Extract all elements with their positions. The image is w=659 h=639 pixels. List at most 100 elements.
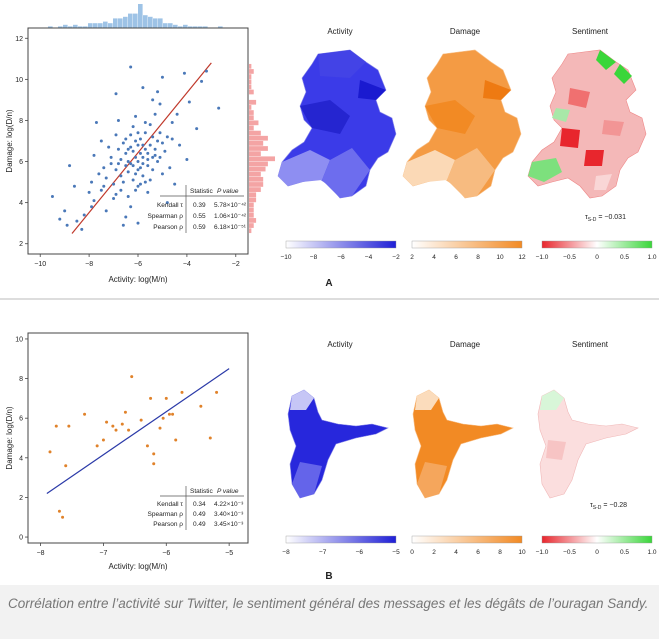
colorbar-tick-label: 6 [476,549,480,556]
scatter-point [126,147,130,151]
y-tick-label: 6 [19,159,23,166]
scatter-point [104,176,108,180]
stats-a-row1-name: Kendall τ [157,202,183,209]
scatter-point [68,164,72,168]
scatter-point [174,438,178,442]
scatter-point [156,160,160,164]
scatter-point [158,102,162,106]
stats-a-row3-name: Pearson ρ [153,224,183,231]
scatter-point [126,194,130,198]
histogram-bar [188,26,193,28]
scatter-point [158,155,162,159]
scatter-point [143,180,147,184]
histogram-bar [249,202,254,208]
scatter-point [134,188,138,192]
colorbar-tick-label: 8 [476,254,480,261]
scatter-point [102,166,106,170]
y-tick-label: 2 [19,495,23,502]
scatter-point [83,412,87,416]
scatter-point [136,160,140,164]
scatter-point [148,178,152,182]
histogram-bar [249,156,275,162]
scatter-point [163,149,167,153]
stats-a-row1-value: 0.39 [193,202,206,209]
histogram-bar [249,228,252,234]
scatter-point [180,390,184,394]
scatter-point [139,418,143,422]
colorbar-tick-label: −5 [392,549,400,556]
panel-b-stats-table: Statistic P value Kendall τ 0.34 4.22×10… [148,486,244,530]
scatter-point [134,114,138,118]
colorbar-tick-label: −2 [392,254,400,261]
scatter-point [127,428,131,432]
scatter-point [107,145,111,149]
histogram-bar [173,24,178,28]
scatter-point [121,141,125,145]
histogram-bar [249,110,254,115]
y-tick-label: 6 [19,416,23,423]
histogram-bar [153,18,158,28]
panel-a-plot-frame [27,27,249,255]
scatter-point [124,151,128,155]
histogram-bar [249,207,254,213]
scatter-point [90,205,94,209]
colorbar-tick-label: −0.5 [563,549,576,556]
histogram-bar [249,151,261,157]
histogram-bar [133,13,138,28]
scatter-point [80,227,84,231]
panel-a-ticks: −10 −8 −6 −4 −2 2 4 6 8 10 12 [15,36,240,268]
map-a-title-damage: Damage [450,27,481,36]
map-a-title-activity: Activity [327,27,352,36]
colorbar-tick-label: −6 [356,549,364,556]
scatter-point [165,201,169,205]
colorbar-tick-label: 2 [410,254,414,261]
histogram-bar [158,18,163,28]
x-tick-label: −10 [34,261,46,268]
scatter-point [160,141,164,145]
scatter-point [165,135,169,139]
scatter-point [134,139,138,143]
scatter-point [120,422,124,426]
scatter-point [138,166,142,170]
histogram-bar [249,171,261,177]
colorbar-tick-label: −1.0 [536,549,549,556]
panel-label-a: A [325,278,332,289]
scatter-point [141,155,145,159]
histogram-bar [249,176,264,182]
scatter-point [134,155,138,159]
panel-b-ylabel: Damage: log(D/n) [5,406,14,469]
colorbar-tick-label: 1.0 [647,549,656,556]
scatter-point [116,147,120,151]
scatter-point [146,151,150,155]
scatter-point [114,428,118,432]
scatter-point [146,164,150,168]
stats-b-row3-name: Pearson ρ [153,521,183,528]
histogram-bar [168,23,173,28]
colorbar-tick-label: −10 [280,254,291,261]
colorbar-tick-label: −7 [319,549,327,556]
colorbar-tick-label: 4 [432,254,436,261]
colorbar-tick-label: −8 [282,549,290,556]
histogram-bar [123,16,128,28]
stats-a-row1-pvalue: 5.78×10⁻⁴² [214,202,247,209]
histogram-bar [249,130,261,136]
histogram-bar [249,141,264,146]
histogram-bar [58,26,63,28]
colorbar-tick-label: 0.5 [620,254,629,261]
histogram-bar [249,63,252,69]
histogram-bar [249,69,254,74]
scatter-point [131,125,135,129]
scatter-point [138,151,142,155]
scatter-point [148,123,152,127]
x-tick-label: −2 [232,261,240,268]
scatter-point [123,410,127,414]
histogram-bar [48,26,53,28]
colorbar-tick-label: 8 [498,549,502,556]
scatter-point [116,118,120,122]
panel-a-scatter: −10 −8 −6 −4 −2 2 4 6 8 10 12 Statistic P value Ke… [5,4,275,284]
stats-a-row2-pvalue: 1.06×10⁻⁴² [214,213,247,220]
histogram-bar [198,26,203,28]
scatter-point [111,424,115,428]
stats-a-row2-name: Spearman ρ [148,213,184,220]
histogram-bar [249,161,268,167]
